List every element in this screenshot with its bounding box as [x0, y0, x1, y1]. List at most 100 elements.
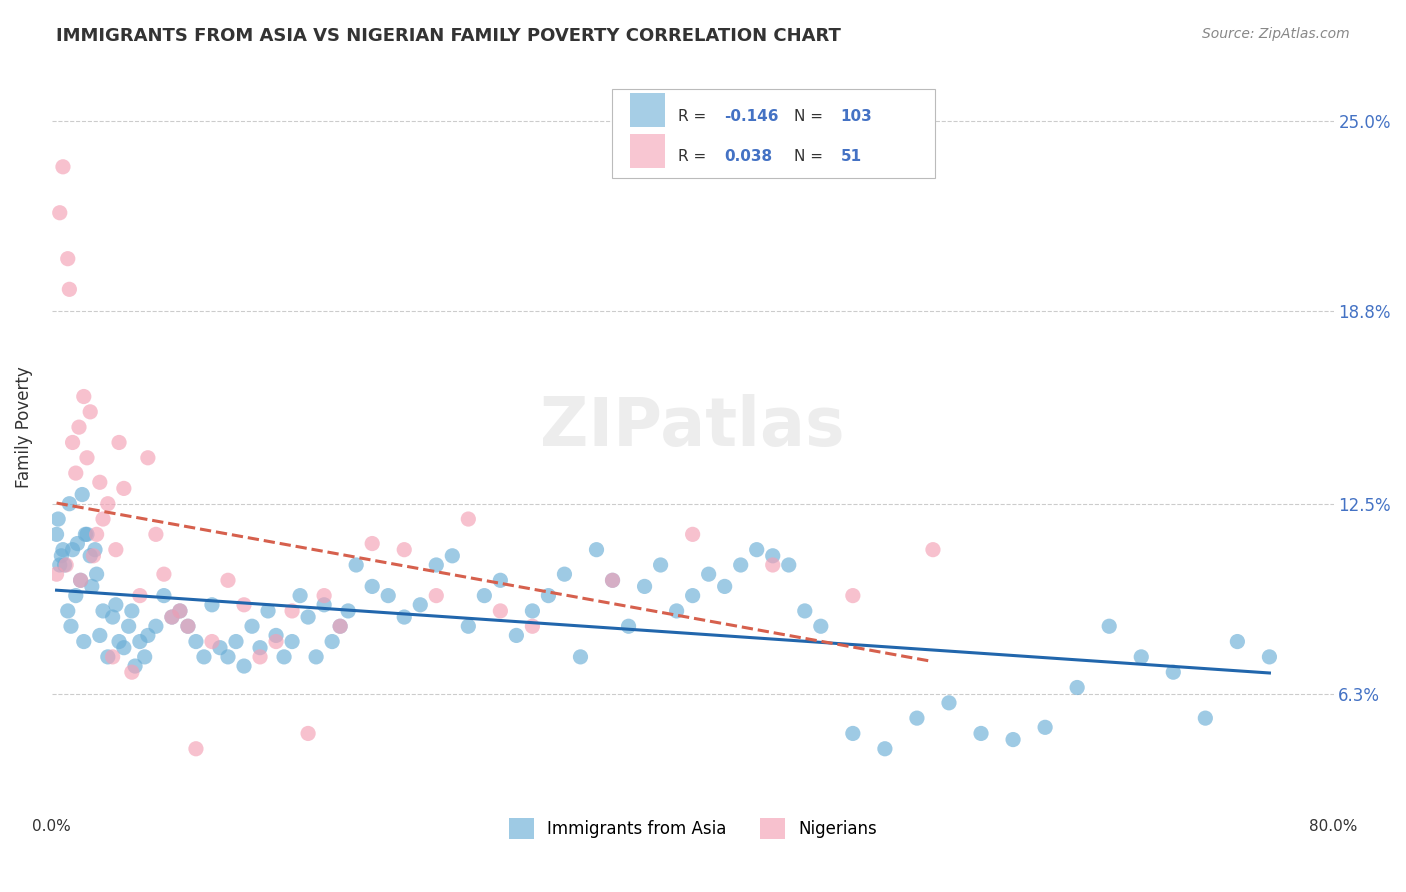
Immigrants from Asia [75, 527, 97, 541]
Nigerians [425, 589, 447, 603]
Immigrants from Asia [553, 567, 575, 582]
Immigrants from Asia [134, 649, 156, 664]
Immigrants from Asia [124, 659, 146, 673]
Immigrants from Asia [472, 589, 495, 603]
Nigerians [91, 512, 114, 526]
Immigrants from Asia [89, 628, 111, 642]
Immigrants from Asia [97, 649, 120, 664]
Nigerians [49, 206, 72, 220]
Nigerians [602, 574, 624, 588]
Immigrants from Asia [86, 567, 108, 582]
Nigerians [201, 634, 224, 648]
Nigerians [297, 726, 319, 740]
Nigerians [128, 589, 150, 603]
Text: 0.0%: 0.0% [32, 819, 72, 834]
Nigerians [136, 450, 159, 465]
Immigrants from Asia [297, 610, 319, 624]
Text: Source: ZipAtlas.com: Source: ZipAtlas.com [1202, 27, 1350, 41]
Text: 51: 51 [841, 149, 862, 164]
Text: -0.146: -0.146 [724, 109, 779, 124]
Immigrants from Asia [79, 549, 101, 563]
Immigrants from Asia [66, 536, 89, 550]
Immigrants from Asia [321, 634, 343, 648]
Immigrants from Asia [585, 542, 607, 557]
Immigrants from Asia [208, 640, 231, 655]
Immigrants from Asia [249, 640, 271, 655]
Immigrants from Asia [52, 542, 75, 557]
Immigrants from Asia [177, 619, 200, 633]
Immigrants from Asia [489, 574, 512, 588]
Text: IMMIGRANTS FROM ASIA VS NIGERIAN FAMILY POVERTY CORRELATION CHART: IMMIGRANTS FROM ASIA VS NIGERIAN FAMILY … [56, 27, 841, 45]
Text: ZIPatlas: ZIPatlas [540, 394, 845, 460]
Nigerians [329, 619, 352, 633]
Nigerians [842, 589, 865, 603]
Immigrants from Asia [56, 604, 79, 618]
Immigrants from Asia [193, 649, 215, 664]
Nigerians [394, 542, 416, 557]
Nigerians [56, 252, 79, 266]
Nigerians [82, 549, 104, 563]
Immigrants from Asia [842, 726, 865, 740]
Immigrants from Asia [1194, 711, 1216, 725]
Immigrants from Asia [697, 567, 720, 582]
Nigerians [233, 598, 256, 612]
Immigrants from Asia [240, 619, 263, 633]
Nigerians [97, 497, 120, 511]
Text: R =: R = [678, 149, 706, 164]
Immigrants from Asia [602, 574, 624, 588]
Immigrants from Asia [264, 628, 287, 642]
Nigerians [457, 512, 479, 526]
Immigrants from Asia [136, 628, 159, 642]
Immigrants from Asia [537, 589, 560, 603]
Immigrants from Asia [377, 589, 399, 603]
Immigrants from Asia [46, 512, 69, 526]
Nigerians [108, 435, 131, 450]
Immigrants from Asia [76, 527, 98, 541]
Immigrants from Asia [288, 589, 311, 603]
Nigerians [89, 475, 111, 490]
Immigrants from Asia [409, 598, 432, 612]
Nigerians [55, 558, 77, 572]
Y-axis label: Family Poverty: Family Poverty [15, 367, 32, 488]
Immigrants from Asia [49, 558, 72, 572]
Nigerians [79, 405, 101, 419]
Immigrants from Asia [730, 558, 752, 572]
Immigrants from Asia [905, 711, 928, 725]
Nigerians [86, 527, 108, 541]
Immigrants from Asia [1098, 619, 1121, 633]
Nigerians [145, 527, 167, 541]
Nigerians [76, 450, 98, 465]
Immigrants from Asia [1258, 649, 1281, 664]
Text: 0.038: 0.038 [724, 149, 772, 164]
Immigrants from Asia [225, 634, 247, 648]
Nigerians [104, 542, 127, 557]
Nigerians [177, 619, 200, 633]
Immigrants from Asia [617, 619, 640, 633]
Immigrants from Asia [938, 696, 960, 710]
Immigrants from Asia [257, 604, 280, 618]
Immigrants from Asia [713, 579, 735, 593]
Immigrants from Asia [873, 741, 896, 756]
Immigrants from Asia [160, 610, 183, 624]
Immigrants from Asia [201, 598, 224, 612]
Immigrants from Asia [273, 649, 295, 664]
Nigerians [62, 435, 84, 450]
Text: 80.0%: 80.0% [1309, 819, 1358, 834]
Nigerians [489, 604, 512, 618]
Nigerians [682, 527, 704, 541]
Immigrants from Asia [70, 487, 93, 501]
Immigrants from Asia [217, 649, 239, 664]
Immigrants from Asia [505, 628, 527, 642]
Legend: Immigrants from Asia, Nigerians: Immigrants from Asia, Nigerians [502, 812, 883, 846]
Immigrants from Asia [184, 634, 207, 648]
Nigerians [160, 610, 183, 624]
Immigrants from Asia [91, 604, 114, 618]
Immigrants from Asia [425, 558, 447, 572]
Immigrants from Asia [169, 604, 191, 618]
Immigrants from Asia [65, 589, 87, 603]
Immigrants from Asia [1002, 732, 1025, 747]
Nigerians [58, 282, 80, 296]
Nigerians [249, 649, 271, 664]
Immigrants from Asia [314, 598, 336, 612]
Immigrants from Asia [633, 579, 655, 593]
